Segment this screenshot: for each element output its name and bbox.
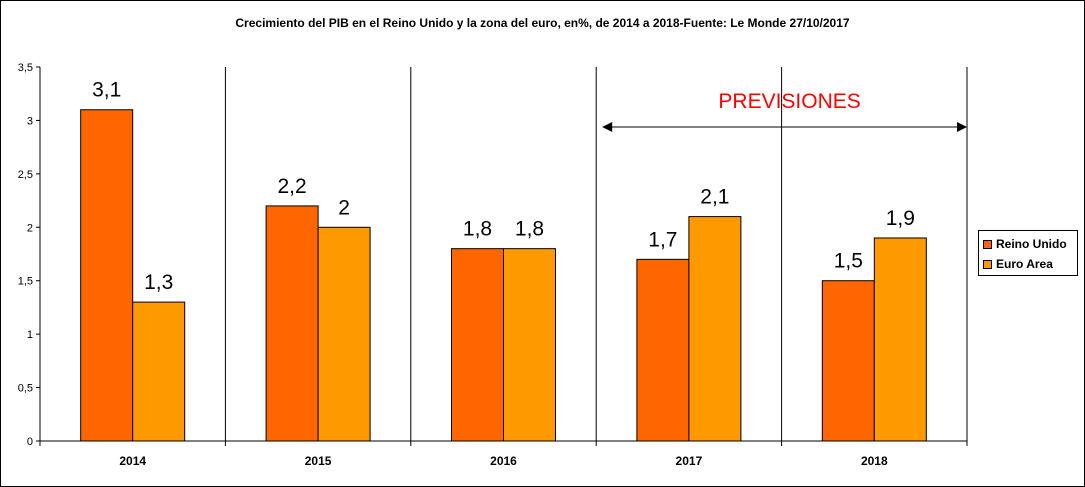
data-label: 2,1 bbox=[700, 186, 729, 209]
data-label: 1,8 bbox=[515, 218, 544, 241]
bar-euro-area-2015 bbox=[317, 226, 371, 442]
forecast-annotation: PREVISIONES bbox=[718, 90, 860, 113]
x-tick-label: 2016 bbox=[490, 454, 517, 468]
y-tick-label: 2,5 bbox=[18, 169, 33, 181]
bar-euro-area-2017 bbox=[688, 216, 742, 442]
y-tick-label: 1 bbox=[27, 329, 33, 341]
y-tick-label: 2 bbox=[27, 222, 33, 234]
data-label: 1,7 bbox=[648, 228, 677, 251]
bar-euro-area-2018 bbox=[873, 237, 927, 442]
legend-item-reino-unido: Reino Unido bbox=[983, 237, 1067, 251]
x-tick-label: 2015 bbox=[305, 454, 332, 468]
legend-item-euro-area: Euro Area bbox=[983, 257, 1053, 271]
data-label: 1,9 bbox=[886, 207, 915, 230]
data-label: 1,5 bbox=[834, 250, 863, 273]
y-tick-label: 0 bbox=[27, 436, 33, 448]
data-label: 1,8 bbox=[463, 218, 492, 241]
y-tick-label: 0,5 bbox=[18, 383, 33, 395]
bar-reino-unido-2017 bbox=[636, 258, 690, 442]
bar-reino-unido-2014 bbox=[80, 109, 134, 442]
legend-swatch-reino-unido bbox=[983, 239, 992, 249]
legend-swatch-euro-area bbox=[983, 259, 992, 269]
legend-label-reino-unido: Reino Unido bbox=[996, 237, 1067, 251]
data-label: 2,2 bbox=[277, 175, 306, 198]
data-label: 1,3 bbox=[144, 271, 173, 294]
forecast-arrow-head-right bbox=[957, 122, 967, 132]
y-tick-label: 1,5 bbox=[18, 276, 33, 288]
y-tick-label: 3,5 bbox=[18, 62, 33, 74]
bar-reino-unido-2016 bbox=[451, 248, 504, 442]
data-label: 2 bbox=[338, 196, 350, 219]
x-tick-label: 2018 bbox=[861, 454, 888, 468]
chart-title: Crecimiento del PIB en el Reino Unido y … bbox=[235, 16, 850, 30]
bar-reino-unido-2015 bbox=[265, 205, 319, 442]
forecast-arrow-head-left bbox=[602, 122, 613, 132]
x-tick-label: 2017 bbox=[676, 454, 703, 468]
y-tick-label: 3 bbox=[27, 115, 33, 127]
legend: Reino Unido Euro Area bbox=[978, 230, 1078, 276]
data-label: 3,1 bbox=[92, 79, 121, 102]
legend-label-euro-area: Euro Area bbox=[996, 257, 1053, 271]
bar-reino-unido-2018 bbox=[821, 280, 875, 442]
bar-euro-area-2016 bbox=[503, 248, 556, 442]
bar-euro-area-2014 bbox=[132, 301, 186, 442]
x-tick-label: 2014 bbox=[119, 454, 146, 468]
